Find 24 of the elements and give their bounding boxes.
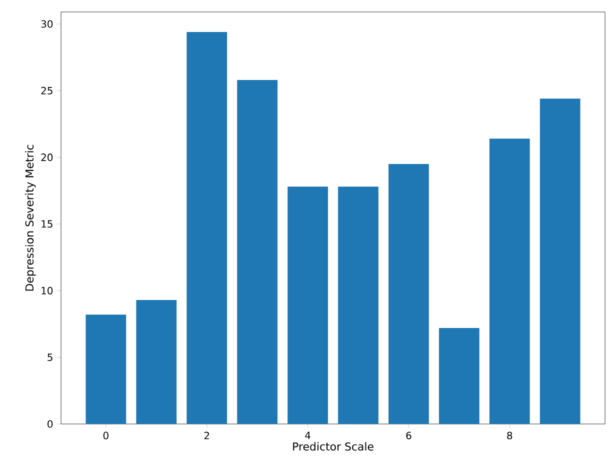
bar	[136, 300, 177, 424]
y-tick-label: 0	[48, 420, 53, 428]
y-axis-title: Depression Severity Metric	[25, 144, 36, 291]
y-tick-label: 5	[48, 354, 52, 362]
x-tick-label: 8	[507, 432, 512, 440]
bar	[186, 32, 228, 424]
x-tick-label: 0	[103, 432, 108, 440]
x-tick-label: 4	[305, 432, 310, 440]
bar	[237, 80, 278, 424]
bar	[86, 314, 126, 424]
x-axis-title: Predictor Scale	[293, 442, 374, 451]
y-tick-label: 30	[41, 20, 53, 28]
bar	[489, 138, 530, 424]
y-tick-label: 15	[42, 220, 52, 228]
bar	[388, 164, 429, 424]
bar	[540, 98, 580, 424]
y-tick-label: 10	[42, 286, 53, 294]
bar	[438, 328, 480, 424]
bar	[288, 186, 328, 424]
y-tick-label: 25	[41, 86, 52, 94]
y-tick-label: 20	[41, 154, 53, 162]
bar	[338, 186, 378, 424]
x-tick-label: 2	[204, 432, 210, 440]
x-tick-label: 6	[406, 432, 412, 440]
